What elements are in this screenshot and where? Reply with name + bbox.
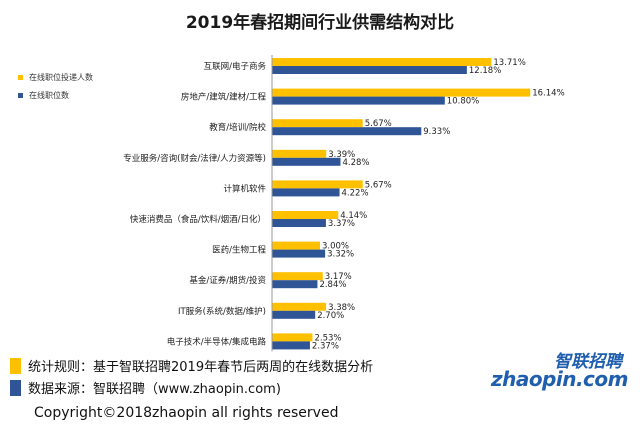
legend-swatch-applicants <box>18 74 23 80</box>
brand-name-cn: 智联招聘 <box>554 352 622 372</box>
data-label: 3.00% <box>322 242 349 252</box>
legend-swatch-positions <box>18 92 23 98</box>
legend-entry-applicants: 在线职位投递人数 <box>18 68 93 86</box>
data-label: 12.18% <box>469 66 501 76</box>
copyright-text: Copyright©2018zhaopin all rights reserve… <box>34 405 339 421</box>
data-label: 5.67% <box>365 119 392 129</box>
data-label: 5.67% <box>365 180 392 190</box>
chart-title: 2019年春招期间行业供需结构对比 <box>185 13 455 33</box>
bar-applicants <box>272 302 327 311</box>
category-label: 教育/培训/院校 <box>209 122 266 133</box>
bar-positions <box>272 66 467 74</box>
category-label: 医药/生物工程 <box>212 245 266 256</box>
data-label: 4.14% <box>340 211 367 221</box>
bar-applicants <box>272 180 363 189</box>
bar-applicants <box>272 88 531 97</box>
bar-positions <box>272 188 340 197</box>
category-label: 专业服务/咨询(财会/法律/人力资源等) <box>123 153 266 164</box>
category-label: 基金/证券/期货/投资 <box>189 275 266 286</box>
category-label: 电子技术/半导体/集成电路 <box>167 336 267 347</box>
bar-positions <box>272 310 316 319</box>
data-label: 4.28% <box>342 158 369 168</box>
bar-positions <box>272 219 326 227</box>
footer-rule-text: 统计规则：基于智联招聘2019年春节后两周的在线数据分析 <box>28 360 374 375</box>
data-label: 4.22% <box>342 188 369 198</box>
bar-positions <box>272 341 310 350</box>
chart-legend: 在线职位投递人数 在线职位数 <box>18 68 93 104</box>
category-label: IT服务(系统/数据/维护) <box>178 306 266 317</box>
data-label: 3.38% <box>328 303 355 313</box>
bar-applicants <box>272 119 363 128</box>
data-label: 3.32% <box>327 250 354 260</box>
data-label: 2.37% <box>312 341 339 351</box>
brand-name-en: zhaopin.com <box>490 367 629 391</box>
legend-label-applicants: 在线职位投递人数 <box>29 72 93 82</box>
footer-source-row: 数据来源：智联招聘（www.zhaopin.com) <box>10 378 281 397</box>
data-label: 3.39% <box>328 150 355 160</box>
data-label: 2.53% <box>314 333 341 343</box>
bar-applicants <box>272 272 323 281</box>
legend-entry-positions: 在线职位数 <box>18 86 93 104</box>
bar-positions <box>272 127 422 136</box>
category-label: 计算机软件 <box>223 183 266 194</box>
data-label: 3.17% <box>325 272 352 282</box>
bar-positions <box>272 280 318 289</box>
footer-rule-row: 统计规则：基于智联招聘2019年春节后两周的在线数据分析 <box>10 356 373 375</box>
bar-applicants <box>272 241 320 250</box>
brand-logo: 智联招聘 zhaopin.com <box>491 347 632 403</box>
footer-source-swatch <box>10 379 21 396</box>
bar-positions <box>272 157 341 166</box>
data-label: 16.14% <box>532 89 564 99</box>
data-label: 2.70% <box>317 311 344 321</box>
data-label: 10.80% <box>447 97 479 107</box>
category-label: 房地产/建筑/建材/工程 <box>181 92 267 103</box>
legend-label-positions: 在线职位数 <box>29 90 69 100</box>
bar-applicants <box>272 333 313 342</box>
bar-applicants <box>272 149 327 158</box>
data-label: 13.71% <box>493 58 525 68</box>
data-label: 3.37% <box>328 219 355 229</box>
category-label: 互联网/电子商务 <box>204 61 267 72</box>
bar-applicants <box>272 211 339 219</box>
category-label: 快速消费品（食品/饮料/烟酒/日化） <box>130 214 266 225</box>
footer-rule-swatch <box>10 357 21 374</box>
data-label: 9.33% <box>423 127 450 137</box>
data-label: 2.84% <box>319 280 346 290</box>
bar-applicants <box>272 58 492 66</box>
bar-positions <box>272 249 326 258</box>
footer-source-text: 数据来源：智联招聘（www.zhaopin.com) <box>28 382 281 397</box>
bar-positions <box>272 96 445 105</box>
